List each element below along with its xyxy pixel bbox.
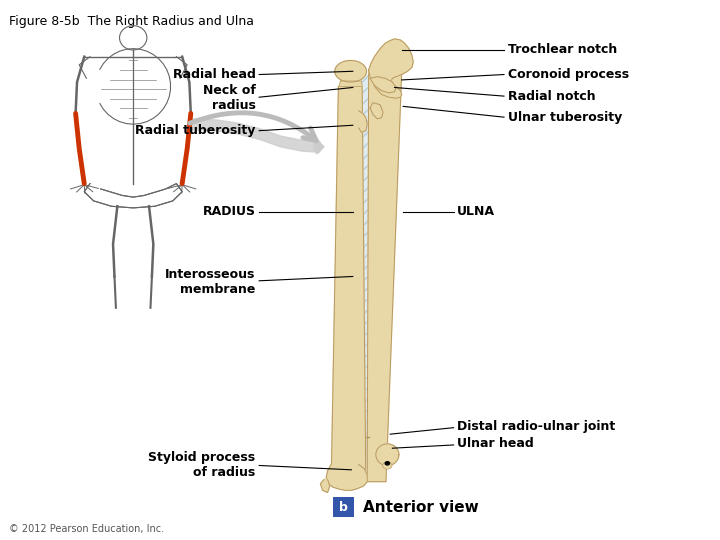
Text: Radial notch: Radial notch — [508, 90, 595, 103]
FancyBboxPatch shape — [333, 497, 354, 517]
Polygon shape — [339, 81, 362, 86]
Polygon shape — [376, 444, 399, 465]
Text: Distal radio-ulnar joint: Distal radio-ulnar joint — [457, 420, 616, 433]
Polygon shape — [189, 119, 320, 152]
Circle shape — [384, 463, 391, 468]
Polygon shape — [369, 39, 413, 98]
Text: b: b — [339, 501, 348, 514]
Polygon shape — [359, 111, 367, 132]
Circle shape — [383, 462, 392, 469]
Polygon shape — [320, 480, 330, 492]
Text: Interosseous
membrane: Interosseous membrane — [165, 268, 256, 296]
Polygon shape — [370, 77, 396, 93]
Text: ULNA: ULNA — [457, 205, 495, 218]
Polygon shape — [326, 464, 367, 490]
Polygon shape — [370, 103, 383, 119]
Circle shape — [385, 462, 390, 465]
Polygon shape — [313, 139, 324, 154]
Text: Coronoid process: Coronoid process — [508, 68, 629, 81]
Text: Ulnar head: Ulnar head — [457, 437, 534, 450]
Text: Trochlear notch: Trochlear notch — [508, 43, 617, 56]
Polygon shape — [331, 86, 366, 482]
Text: Styloid process
of radius: Styloid process of radius — [148, 451, 256, 480]
Text: © 2012 Pearson Education, Inc.: © 2012 Pearson Education, Inc. — [9, 523, 163, 534]
Text: Ulnar tuberosity: Ulnar tuberosity — [508, 111, 622, 124]
Text: Radial head: Radial head — [173, 68, 256, 81]
Text: RADIUS: RADIUS — [202, 205, 256, 218]
Polygon shape — [362, 76, 373, 463]
Text: Neck of
radius: Neck of radius — [203, 84, 256, 112]
Text: Radial tuberosity: Radial tuberosity — [135, 124, 256, 137]
Text: Figure 8-5b  The Right Radius and Ulna: Figure 8-5b The Right Radius and Ulna — [9, 15, 253, 28]
Polygon shape — [367, 70, 402, 482]
Text: Anterior view: Anterior view — [363, 500, 479, 515]
Polygon shape — [335, 60, 366, 82]
